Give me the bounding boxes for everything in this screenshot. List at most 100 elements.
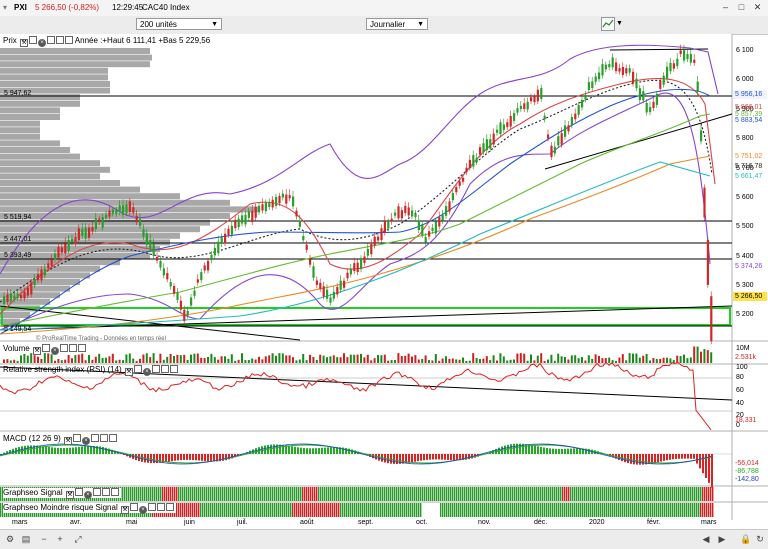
signal-bar — [708, 487, 709, 501]
signal-bar — [332, 487, 333, 501]
layout-icon[interactable]: ▤ — [20, 533, 32, 545]
signal-bar — [572, 487, 573, 501]
volume-bar — [105, 358, 107, 363]
risk-signal-bar — [298, 503, 299, 517]
signal-bar — [152, 487, 153, 501]
units-select[interactable]: 200 unités ▼ — [136, 18, 222, 30]
candle-body — [309, 259, 311, 264]
close-icon[interactable]: × — [82, 437, 90, 445]
chart-type-icon[interactable] — [601, 17, 615, 31]
risk-signal-bar — [546, 503, 547, 517]
window-icon[interactable] — [161, 365, 169, 373]
chevron-down-icon[interactable]: ▼ — [616, 20, 623, 27]
window-icon[interactable] — [29, 36, 37, 44]
signal-bar — [192, 487, 193, 501]
volume-bar — [666, 358, 668, 363]
expand-icon[interactable] — [166, 503, 174, 511]
expand-icon[interactable] — [65, 36, 73, 44]
macd-bar — [537, 446, 539, 454]
zoom-out-icon[interactable]: − — [38, 533, 50, 545]
macd-bar — [429, 454, 431, 460]
copy-icon[interactable] — [93, 488, 101, 496]
risk-signal-bar — [442, 503, 443, 517]
refresh-icon[interactable]: ↻ — [754, 533, 766, 545]
fit-icon[interactable]: ⤢ — [72, 533, 84, 545]
expand-icon[interactable] — [109, 434, 117, 442]
macd-bar — [270, 445, 272, 454]
risk-signal-bar — [482, 503, 483, 517]
window-icon[interactable] — [75, 488, 83, 496]
lock-icon[interactable]: 🔒 — [740, 533, 752, 545]
close-icon[interactable]: × — [51, 347, 59, 355]
candle-body — [635, 79, 637, 89]
period-select[interactable]: Journalier ▼ — [366, 18, 428, 30]
risk-signal-bar — [474, 503, 475, 517]
risk-signal-bar — [194, 503, 195, 517]
copy-icon[interactable] — [148, 503, 156, 511]
candle-body — [329, 297, 331, 302]
expand-icon[interactable] — [111, 488, 119, 496]
close-icon[interactable]: × — [84, 491, 92, 499]
close-icon[interactable]: × — [38, 39, 46, 47]
signal-bar — [292, 487, 293, 501]
window-icon[interactable] — [73, 434, 81, 442]
candle-body — [30, 282, 32, 294]
window-icon[interactable] — [102, 488, 110, 496]
wrench-icon[interactable]: ⚒ — [64, 437, 72, 445]
wrench-icon[interactable]: ⚒ — [121, 506, 129, 514]
macd-bar — [708, 454, 710, 483]
close-icon[interactable]: × — [143, 368, 151, 376]
signal-bar — [556, 487, 557, 501]
window-icon[interactable] — [69, 344, 77, 352]
expand-icon[interactable] — [170, 365, 178, 373]
risk-signal-bar — [354, 503, 355, 517]
risk-signal-bar — [510, 503, 511, 517]
maximize-icon[interactable]: □ — [736, 2, 747, 13]
window-icon[interactable] — [56, 36, 64, 44]
risk-signal-bar — [622, 503, 623, 517]
window-icon[interactable] — [42, 344, 50, 352]
wrench-icon[interactable]: ⚒ — [125, 368, 133, 376]
risk-signal-bar — [600, 503, 601, 517]
menu-icon[interactable]: ▾ — [3, 3, 7, 12]
signal-bar — [554, 487, 555, 501]
risk-signal-bar — [494, 503, 495, 517]
window-icon[interactable] — [130, 503, 138, 511]
gear-icon[interactable]: ⚙ — [4, 533, 16, 545]
copy-icon[interactable] — [91, 434, 99, 442]
wrench-icon[interactable]: ⚒ — [33, 347, 41, 355]
window-icon[interactable] — [100, 434, 108, 442]
close-icon[interactable]: ✕ — [752, 2, 763, 13]
volume-bar — [360, 354, 362, 363]
candle-body — [102, 217, 104, 227]
copy-icon[interactable] — [47, 36, 55, 44]
risk-signal-bar — [604, 503, 605, 517]
wrench-icon[interactable]: ⚒ — [66, 491, 74, 499]
expand-icon[interactable] — [78, 344, 86, 352]
scroll-left-icon[interactable]: ◀ — [700, 533, 712, 545]
level-label: 5 947,62 — [4, 90, 31, 97]
copy-icon[interactable] — [152, 365, 160, 373]
risk-signal-bar — [380, 503, 381, 517]
macd-bar — [639, 454, 641, 465]
copy-icon[interactable] — [60, 344, 68, 352]
wrench-icon[interactable]: ⚒ — [20, 39, 28, 47]
symbol-label[interactable]: PXI — [14, 3, 27, 12]
chart-area[interactable] — [0, 34, 768, 529]
volume-bar — [401, 356, 403, 363]
candle-body — [3, 296, 5, 304]
minimize-icon[interactable]: – — [720, 2, 731, 13]
axis-tick: 100 — [736, 364, 748, 371]
volume-bar — [326, 357, 328, 363]
window-icon[interactable] — [157, 503, 165, 511]
zoom-in-icon[interactable]: + — [54, 533, 66, 545]
risk-signal-bar — [188, 503, 189, 517]
signal-bar — [168, 487, 169, 501]
window-icon[interactable] — [134, 365, 142, 373]
signal-bar — [256, 487, 257, 501]
price-panel-label: Prix — [3, 36, 17, 45]
scroll-right-icon[interactable]: ▶ — [716, 533, 728, 545]
close-icon[interactable]: × — [139, 506, 147, 514]
risk-signal-bar — [578, 503, 579, 517]
signal-bar — [658, 487, 659, 501]
